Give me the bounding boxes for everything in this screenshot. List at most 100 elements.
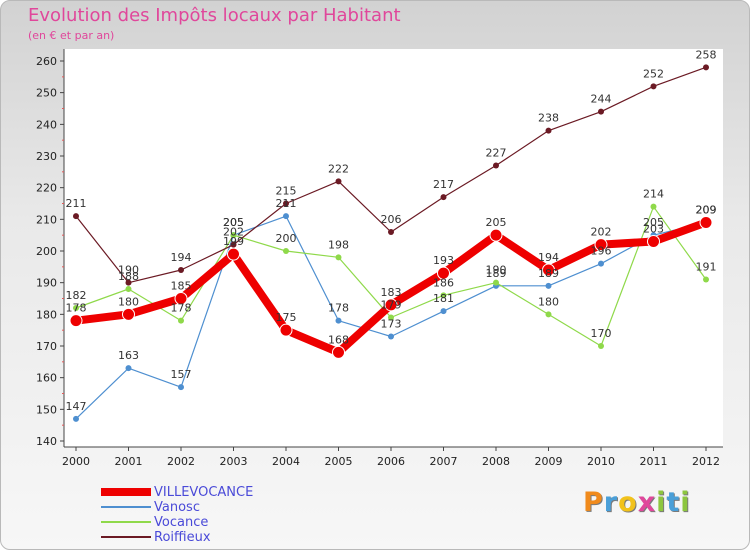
data-label: 215 bbox=[276, 185, 297, 198]
data-label: 198 bbox=[328, 238, 349, 251]
data-point bbox=[489, 228, 503, 242]
data-point bbox=[174, 292, 188, 305]
y-tick-label: 190 bbox=[36, 277, 57, 290]
data-point bbox=[650, 83, 657, 90]
x-tick-label: 2008 bbox=[482, 455, 510, 468]
data-label: 244 bbox=[591, 93, 612, 106]
data-label: 179 bbox=[381, 299, 402, 312]
data-point bbox=[440, 194, 447, 201]
data-label: 180 bbox=[118, 295, 139, 308]
data-point bbox=[542, 263, 555, 277]
data-label: 181 bbox=[433, 292, 454, 305]
data-point bbox=[598, 343, 604, 349]
data-point bbox=[230, 232, 237, 239]
data-label: 175 bbox=[276, 311, 297, 324]
data-point bbox=[703, 64, 709, 71]
data-label: 186 bbox=[433, 276, 454, 289]
logo-letter: i bbox=[656, 487, 667, 518]
data-labels: 147 163 157 205 211 178 173 181 189 189 196 205 209 1… bbox=[66, 48, 717, 413]
data-point bbox=[335, 178, 342, 185]
logo-letter: o bbox=[618, 487, 638, 518]
data-label: 170 bbox=[591, 327, 612, 340]
data-label: 202 bbox=[591, 226, 612, 239]
y-tick-label: 170 bbox=[36, 340, 57, 353]
legend-item: VILLEVOCANCE bbox=[101, 485, 301, 500]
plot-area bbox=[64, 49, 723, 447]
y-axis-ticks: 140 150 160 170 180 190 200 210 220 230 240 250 260 bbox=[36, 55, 64, 448]
x-tick-label: 2003 bbox=[220, 455, 248, 468]
data-point bbox=[125, 365, 132, 372]
data-label: 238 bbox=[538, 112, 559, 125]
data-label: 147 bbox=[66, 400, 87, 413]
data-label: 206 bbox=[381, 213, 402, 226]
data-point bbox=[594, 238, 608, 252]
data-label: 202 bbox=[223, 226, 244, 239]
legend-swatch bbox=[101, 521, 151, 523]
data-point bbox=[125, 286, 132, 292]
x-tick-label: 2002 bbox=[167, 455, 195, 468]
legend-label: Vanosc bbox=[154, 500, 200, 515]
data-point bbox=[437, 266, 450, 280]
legend-swatch bbox=[101, 536, 151, 538]
y-tick-label: 220 bbox=[36, 182, 57, 195]
x-tick-label: 2010 bbox=[587, 455, 615, 468]
data-point bbox=[335, 254, 342, 261]
data-point bbox=[69, 314, 83, 328]
data-label: 173 bbox=[381, 318, 402, 331]
data-label: 252 bbox=[643, 67, 664, 80]
logo-letter: x bbox=[637, 487, 657, 518]
data-point bbox=[230, 241, 237, 248]
data-label: 227 bbox=[486, 147, 507, 160]
data-label: 200 bbox=[276, 232, 297, 245]
data-point bbox=[73, 213, 79, 220]
y-tick-label: 250 bbox=[36, 87, 57, 100]
data-label: 205 bbox=[223, 216, 244, 229]
legend-swatch bbox=[101, 506, 151, 508]
logo-letter: t bbox=[666, 487, 681, 518]
data-label: 205 bbox=[223, 216, 244, 229]
data-label: 258 bbox=[696, 48, 717, 61]
logo-letter: P bbox=[583, 487, 604, 518]
y-tick-label: 180 bbox=[36, 308, 57, 321]
legend-swatch bbox=[101, 488, 151, 496]
x-tick-label: 2006 bbox=[377, 455, 405, 468]
y-tick-label: 230 bbox=[36, 150, 57, 163]
data-label: 211 bbox=[66, 197, 87, 210]
data-point bbox=[650, 203, 657, 210]
chart-axes bbox=[63, 49, 723, 448]
data-label: 190 bbox=[486, 264, 507, 277]
data-label: 211 bbox=[276, 197, 297, 210]
chart-legend: VILLEVOCANCE Vanosc Vocance Roiffieux bbox=[101, 485, 301, 545]
y-tick-label: 240 bbox=[36, 118, 57, 131]
data-point bbox=[598, 108, 604, 115]
data-label: 178 bbox=[171, 302, 192, 315]
y-tick-label: 210 bbox=[36, 213, 57, 226]
data-point bbox=[73, 415, 79, 422]
legend-label: Roiffieux bbox=[154, 530, 211, 545]
data-label: 196 bbox=[591, 245, 612, 258]
data-point bbox=[227, 247, 240, 261]
chart-title: Evolution des Impôts locaux par Habitant bbox=[28, 5, 401, 26]
data-label: 180 bbox=[538, 295, 559, 308]
y-tick-label: 200 bbox=[36, 245, 57, 258]
data-point bbox=[545, 282, 552, 289]
y-tick-label: 150 bbox=[36, 403, 57, 416]
y-tick-label: 260 bbox=[36, 55, 57, 68]
data-point bbox=[699, 216, 713, 229]
data-label: 205 bbox=[486, 216, 507, 229]
data-label: 157 bbox=[171, 368, 192, 381]
data-point bbox=[122, 307, 135, 321]
x-tick-label: 2009 bbox=[535, 455, 563, 468]
data-label: 178 bbox=[328, 302, 349, 315]
data-point bbox=[647, 235, 660, 248]
data-point bbox=[335, 317, 342, 324]
data-label: 199 bbox=[223, 235, 244, 248]
logo-letter: i bbox=[680, 487, 691, 518]
data-point bbox=[493, 162, 499, 169]
data-label: 163 bbox=[118, 349, 139, 362]
chart-subtitle: (en € et par an) bbox=[28, 29, 115, 42]
data-point bbox=[440, 308, 447, 315]
data-point bbox=[388, 229, 394, 235]
x-tick-label: 2004 bbox=[272, 455, 300, 468]
